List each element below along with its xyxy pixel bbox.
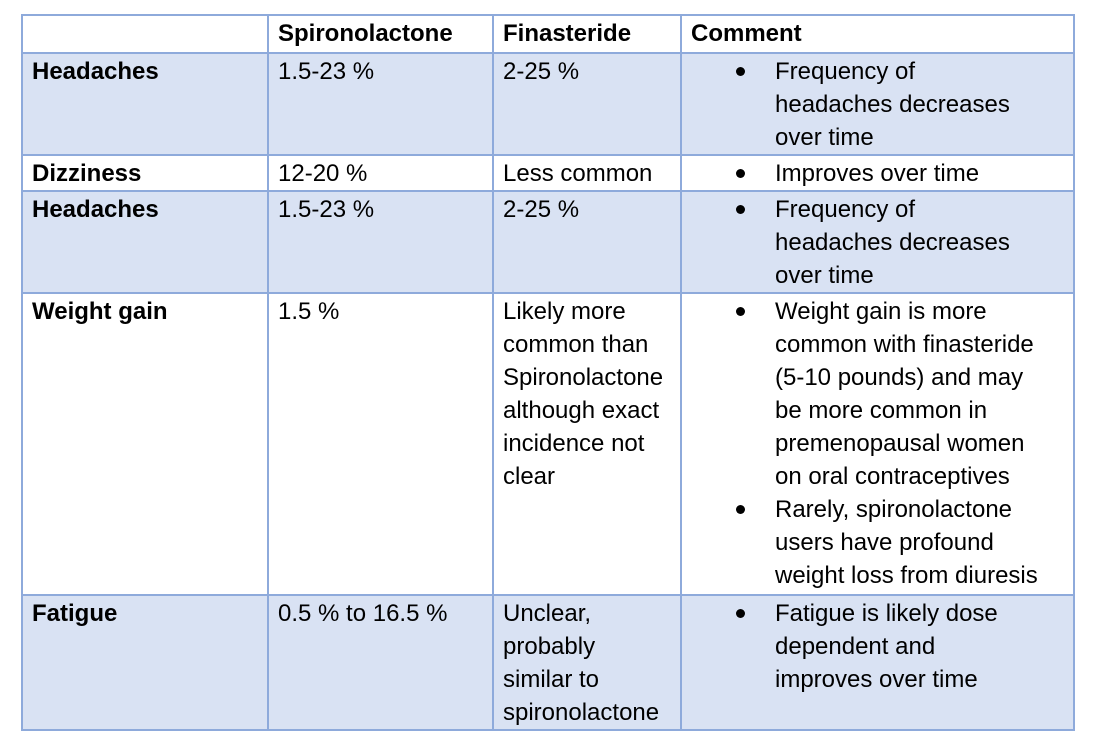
comment-bullet: Fatigue is likely dose dependent and imp… xyxy=(683,597,1039,696)
header-cell-spironolactone: Spironolactone xyxy=(267,14,494,54)
comment-cell: Frequency of headaches decreases over ti… xyxy=(680,190,1075,294)
table-row-fatigue: Fatigue 0.5 % to 16.5 % Unclear, probabl… xyxy=(21,594,1075,731)
bullet-icon xyxy=(736,505,745,514)
comment-text: Improves over time xyxy=(775,160,980,187)
comment-bullet: Frequency of headaches decreases over ti… xyxy=(683,193,1039,291)
header-cell-comment: Comment xyxy=(680,14,1075,54)
spironolactone-value-cell: 1.5-23 % xyxy=(267,190,494,294)
table-row-headaches-1: Headaches 1.5-23 % 2-25 % Frequency of h… xyxy=(21,52,1075,156)
comment-bullet: Rarely, spironolactone users have profou… xyxy=(683,493,1039,592)
table-row-headaches-2: Headaches 1.5-23 % 2-25 % Frequency of h… xyxy=(21,190,1075,294)
bullet-icon xyxy=(736,609,745,618)
spironolactone-value-cell: 12-20 % xyxy=(267,154,494,192)
table-row-dizziness: Dizziness 12-20 % Less common Improves o… xyxy=(21,154,1075,192)
finasteride-value-cell: 2-25 % xyxy=(492,52,682,156)
spironolactone-value-cell: 1.5-23 % xyxy=(267,52,494,156)
comment-cell: Fatigue is likely dose dependent and imp… xyxy=(680,594,1075,731)
finasteride-value-cell: Likely more common than Spironolactone a… xyxy=(492,292,682,596)
comment-text: Weight gain is more common with finaster… xyxy=(775,298,1034,490)
row-label-cell: Dizziness xyxy=(21,154,269,192)
comment-bullet-list: Improves over time xyxy=(683,157,1039,189)
comment-cell: Improves over time xyxy=(680,154,1075,192)
comment-cell: Frequency of headaches decreases over ti… xyxy=(680,52,1075,156)
bullet-icon xyxy=(736,307,745,316)
spironolactone-value-cell: 0.5 % to 16.5 % xyxy=(267,594,494,731)
comment-text: Frequency of headaches decreases over ti… xyxy=(775,58,1010,151)
comment-text: Rarely, spironolactone users have profou… xyxy=(775,496,1038,589)
comment-cell: Weight gain is more common with finaster… xyxy=(680,292,1075,596)
finasteride-value-cell: Less common xyxy=(492,154,682,192)
side-effects-comparison-table: Spironolactone Finasteride Comment Heada… xyxy=(21,14,1075,731)
row-label-cell: Headaches xyxy=(21,190,269,294)
comment-bullet-list: Weight gain is more common with finaster… xyxy=(683,295,1039,592)
comment-bullet-list: Frequency of headaches decreases over ti… xyxy=(683,193,1039,291)
comment-text: Frequency of headaches decreases over ti… xyxy=(775,196,1010,289)
header-cell-finasteride: Finasteride xyxy=(492,14,682,54)
bullet-icon xyxy=(736,67,745,76)
comment-bullet: Improves over time xyxy=(683,157,1039,189)
finasteride-value-cell: Unclear, probably similar to spironolact… xyxy=(492,594,682,731)
row-label-cell: Headaches xyxy=(21,52,269,156)
row-label-cell: Fatigue xyxy=(21,594,269,731)
comment-bullet: Weight gain is more common with finaster… xyxy=(683,295,1039,493)
comment-bullet: Frequency of headaches decreases over ti… xyxy=(683,55,1039,153)
header-row: Spironolactone Finasteride Comment xyxy=(21,14,1075,54)
spironolactone-value-cell: 1.5 % xyxy=(267,292,494,596)
bullet-icon xyxy=(736,205,745,214)
header-cell-empty xyxy=(21,14,269,54)
comment-bullet-list: Fatigue is likely dose dependent and imp… xyxy=(683,597,1039,696)
table-row-weight-gain: Weight gain 1.5 % Likely more common tha… xyxy=(21,292,1075,596)
row-label-cell: Weight gain xyxy=(21,292,269,596)
finasteride-value-cell: 2-25 % xyxy=(492,190,682,294)
bullet-icon xyxy=(736,169,745,178)
comment-bullet-list: Frequency of headaches decreases over ti… xyxy=(683,55,1039,153)
comment-text: Fatigue is likely dose dependent and imp… xyxy=(775,600,998,693)
